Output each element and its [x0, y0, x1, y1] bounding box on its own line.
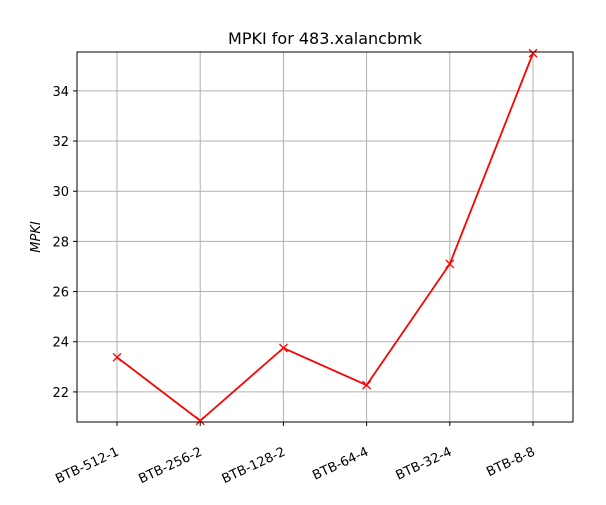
- grid-lines: [77, 52, 573, 422]
- data-point-marker: [278, 343, 288, 353]
- data-point-marker: [112, 352, 122, 362]
- x-tick-label: BTB-32-4: [394, 445, 455, 484]
- x-tick-label: BTB-512-1: [53, 445, 121, 487]
- plot-area-frame: [76, 51, 574, 423]
- y-tick-label: 30: [52, 185, 69, 200]
- y-tick-label: 28: [52, 235, 69, 250]
- x-tick-label: BTB-8-8: [484, 445, 537, 480]
- x-tick-label: BTB-256-2: [137, 445, 205, 487]
- y-tick-label: 22: [52, 386, 69, 401]
- y-tick-label: 32: [52, 135, 69, 150]
- y-tick-label: 26: [52, 286, 69, 301]
- y-tick-label: 34: [52, 85, 69, 100]
- y-axis-label: MPKI: [29, 221, 44, 253]
- data-point-marker: [362, 380, 372, 390]
- series-line: [116, 52, 534, 422]
- x-tick-label: BTB-128-2: [220, 445, 288, 487]
- y-tick-label: 24: [52, 336, 69, 351]
- data-point-marker: [528, 48, 538, 58]
- series-group: [112, 48, 538, 426]
- data-point-marker: [445, 259, 455, 269]
- data-point-marker: [195, 416, 205, 426]
- axis-ticks: BTB-512-1 BTB-256-2 BTB-128-2 BTB-64-4 BTB-3…: [52, 85, 537, 487]
- chart-title: MPKI for 483.xalancbmk: [228, 29, 423, 48]
- x-tick-label: BTB-64-4: [310, 445, 371, 484]
